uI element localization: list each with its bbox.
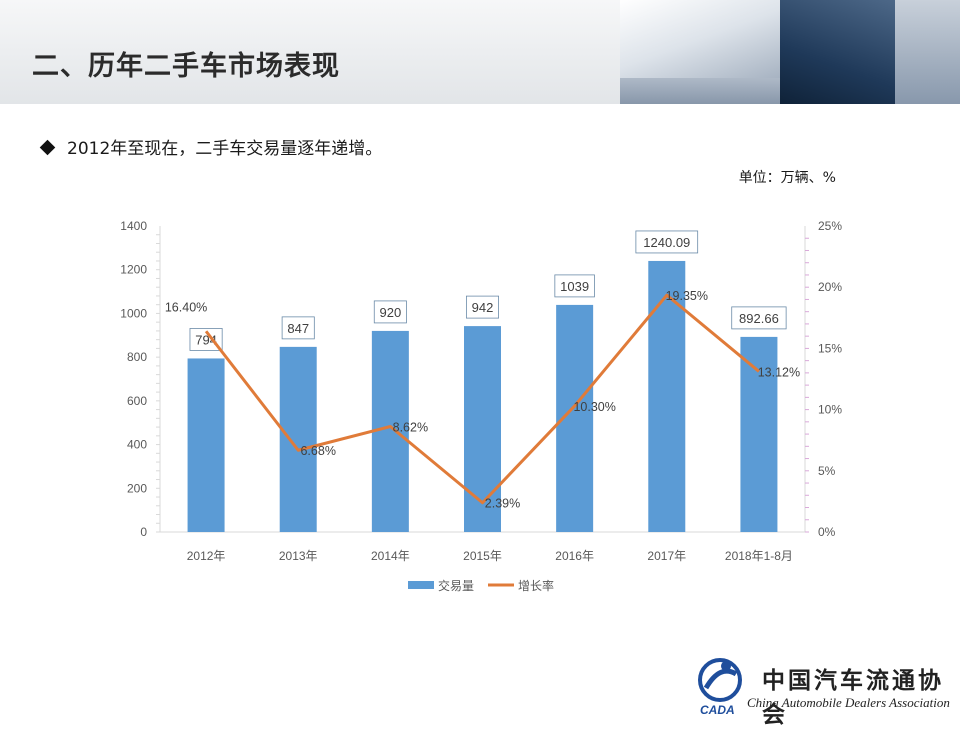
header-band — [0, 0, 640, 104]
y-right-tick-label: 25% — [818, 219, 842, 233]
bar-label-box-0 — [189, 328, 223, 351]
slide-title: 二、历年二手车市场表现 — [32, 51, 340, 82]
y-right-tick-label: 10% — [818, 403, 842, 417]
y-left-tick-label: 600 — [127, 394, 147, 408]
bar-label-box-5 — [635, 230, 699, 254]
bar-label-box-3 — [465, 295, 499, 319]
bar-3 — [464, 326, 501, 532]
x-tick-label: 2017年 — [647, 549, 686, 563]
y-right-tick-label: 15% — [818, 341, 842, 355]
logo-english-name: China Automobile Dealers Association — [747, 695, 950, 710]
y-left-tick-label: 1400 — [120, 219, 147, 233]
unit-label: 单位：万辆、% — [738, 170, 836, 186]
legend-label-volume: 交易量 — [438, 578, 474, 593]
bar-value-label: 892.66 — [739, 311, 779, 326]
line-value-label: 19.35% — [666, 289, 708, 303]
x-tick-label: 2012年 — [187, 549, 226, 563]
x-tick-label: 2018年1-8月 — [725, 549, 793, 563]
growth-rate-line — [204, 293, 760, 505]
legend-swatch-volume — [408, 581, 434, 589]
line-value-label: 8.62% — [393, 420, 428, 434]
y-left-tick-label: 800 — [127, 350, 147, 364]
line-value-label: 13.12% — [758, 365, 800, 379]
header-cube-dark — [780, 0, 895, 104]
svg-text:CADA: CADA — [700, 703, 735, 717]
header-cube-light — [620, 0, 780, 78]
bar-1 — [279, 346, 317, 532]
bar-label-box-2 — [373, 300, 407, 324]
y-right-tick-label: 5% — [818, 464, 836, 478]
cada-emblem-icon: CADA — [698, 658, 742, 717]
bar-label-box-4 — [554, 274, 595, 298]
line-value-label: 16.40% — [165, 300, 207, 314]
bar-label-box-6 — [731, 306, 787, 330]
bar-value-label: 847 — [287, 321, 309, 336]
legend-label-growth: 增长率 — [518, 578, 554, 593]
x-tick-label: 2015年 — [463, 549, 502, 563]
bar-value-label: 1039 — [560, 279, 589, 294]
bar-6 — [740, 336, 778, 532]
bullet-point: 2012年至现在，二手车交易量逐年递增。 — [39, 134, 383, 159]
y-left-tick-label: 400 — [127, 438, 147, 452]
bar-0 — [187, 358, 225, 532]
bar-label-box-1 — [281, 316, 315, 340]
y-right-tick-label: 20% — [818, 280, 842, 294]
header-banner: 二、历年二手车市场表现 — [0, 0, 960, 104]
y-left-tick-label: 0 — [140, 525, 147, 539]
header-cube-edge — [895, 0, 960, 104]
cada-logo: CADA — [690, 650, 960, 720]
x-tick-label: 2013年 — [279, 549, 318, 563]
line-value-label: 10.30% — [573, 400, 615, 414]
bar-value-label: 920 — [380, 305, 402, 320]
y-right-tick-label: 0% — [818, 525, 836, 539]
bar-value-label: 1240.09 — [643, 235, 690, 250]
combo-chart: 0 200 400 600 800 1000 1200 1400 0% 5% 10% 15% 20% 25… — [120, 219, 842, 593]
x-tick-label: 2016年 — [555, 549, 594, 563]
bar-value-label: 942 — [472, 300, 494, 315]
bullet-text: 2012年至现在，二手车交易量逐年递增。 — [67, 139, 383, 159]
header-cube-shadow — [620, 78, 780, 104]
bar-2 — [371, 330, 409, 532]
y-left-tick-label: 1200 — [120, 263, 147, 277]
y-left-tick-label: 200 — [127, 481, 147, 495]
x-tick-label: 2014年 — [371, 549, 410, 563]
line-value-label: 6.68% — [300, 444, 335, 458]
y-left-tick-label: 1000 — [120, 306, 147, 320]
line-value-label: 2.39% — [485, 497, 520, 511]
